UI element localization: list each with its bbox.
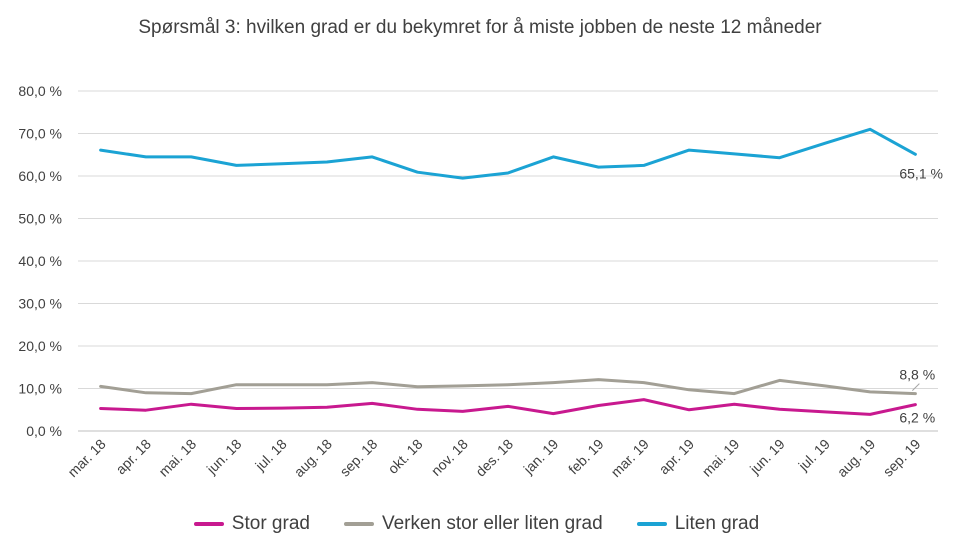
x-tick-label: sep. 18 bbox=[337, 436, 381, 480]
series-lines bbox=[99, 127, 917, 416]
x-tick-label: apr. 19 bbox=[656, 436, 698, 478]
y-tick-label: 20,0 % bbox=[18, 338, 62, 354]
x-tick-label: mar. 19 bbox=[608, 436, 652, 480]
y-tick-label: 80,0 % bbox=[18, 83, 62, 99]
x-tick-label: okt. 18 bbox=[385, 436, 426, 477]
series-line bbox=[99, 398, 917, 416]
x-tick-label: jun. 19 bbox=[746, 436, 788, 478]
grid-lines bbox=[78, 90, 938, 432]
legend-swatch bbox=[343, 522, 374, 526]
legend-label: Liten grad bbox=[674, 513, 760, 534]
data-label-verken: 8,8 % bbox=[899, 367, 935, 383]
x-tick-label: aug. 19 bbox=[834, 436, 878, 480]
legend-item: Liten grad bbox=[636, 513, 760, 535]
line-chart: 0,0 % 10,0 % 20,0 % 30,0 % 40,0 % 50,0 % 60,0 … bbox=[18, 83, 943, 480]
y-tick-label: 30,0 % bbox=[18, 296, 62, 312]
y-tick-label: 50,0 % bbox=[18, 211, 62, 227]
legend: Stor grad Verken stor eller liten grad Lit… bbox=[0, 513, 953, 535]
x-tick-label: nov. 18 bbox=[428, 436, 471, 479]
x-tick-label: jul. 19 bbox=[795, 436, 834, 475]
x-tick-label: jun. 18 bbox=[203, 436, 245, 478]
x-tick-label: jul. 18 bbox=[251, 436, 290, 475]
legend-item: Verken stor eller liten grad bbox=[343, 513, 603, 535]
x-tick-label: des. 18 bbox=[472, 436, 516, 480]
x-tick-label: feb. 19 bbox=[565, 436, 607, 478]
x-tick-label: mai. 19 bbox=[699, 436, 743, 480]
y-tick-label: 0,0 % bbox=[26, 423, 62, 439]
legend-label: Verken stor eller liten grad bbox=[381, 513, 603, 534]
series-line bbox=[99, 127, 917, 180]
x-tick-label: mai. 18 bbox=[155, 436, 199, 480]
y-axis: 0,0 % 10,0 % 20,0 % 30,0 % 40,0 % 50,0 % 60,0 … bbox=[18, 83, 62, 439]
series-line bbox=[99, 378, 917, 396]
legend-swatch bbox=[193, 522, 224, 526]
x-axis: mar. 18 apr. 18 mai. 18 jun. 18 jul. 18 aug. … bbox=[64, 436, 923, 480]
y-tick-label: 70,0 % bbox=[18, 126, 62, 142]
x-tick-label: mar. 18 bbox=[64, 436, 108, 480]
leader-line bbox=[912, 383, 920, 391]
end-labels: 65,1 % 8,8 % 6,2 % bbox=[899, 165, 943, 425]
x-tick-label: sep. 19 bbox=[880, 436, 924, 480]
chart-title: Spørsmål 3: hvilken grad er du bekymret … bbox=[138, 17, 822, 38]
legend-label: Stor grad bbox=[231, 513, 310, 534]
x-tick-label: aug. 18 bbox=[291, 436, 335, 480]
legend-swatch bbox=[636, 522, 667, 526]
x-tick-label: apr. 18 bbox=[112, 436, 154, 478]
data-label-stor-grad: 6,2 % bbox=[899, 410, 935, 426]
data-label-liten-grad: 65,1 % bbox=[899, 165, 943, 181]
x-tick-label: jan. 19 bbox=[520, 436, 562, 478]
y-tick-label: 10,0 % bbox=[18, 381, 62, 397]
y-tick-label: 60,0 % bbox=[18, 168, 62, 184]
y-tick-label: 40,0 % bbox=[18, 253, 62, 269]
legend-item: Stor grad bbox=[193, 513, 310, 535]
